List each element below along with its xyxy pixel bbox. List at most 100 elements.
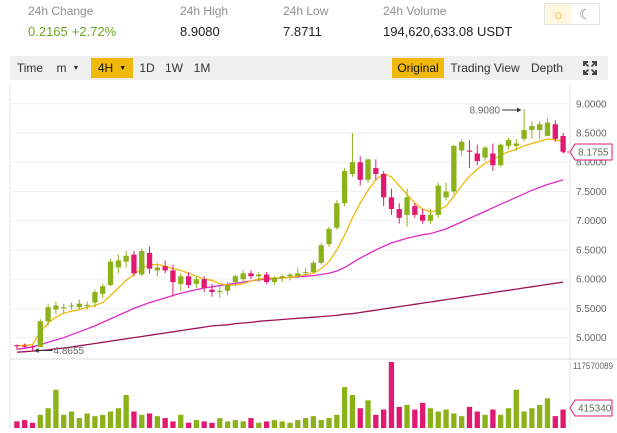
candle-body (92, 292, 98, 303)
current-volume-tag: 415340 (569, 399, 613, 417)
candle (162, 260, 168, 274)
candle-body (334, 203, 340, 228)
interval-1m-button[interactable]: 1M (193, 61, 211, 75)
candle (107, 258, 114, 287)
candle (92, 289, 98, 308)
volume-bar (435, 411, 441, 428)
price-tick-label: 8.5000 (576, 129, 607, 140)
stat-value: 0.2165 +2.72% (28, 24, 120, 39)
volume-bar (349, 395, 356, 428)
candle-body (115, 260, 121, 268)
volume-bar (263, 421, 270, 428)
volume-bar (271, 420, 278, 428)
high-marker-label: 8.9080 (469, 106, 500, 117)
price-tick-label: 7.5000 (576, 187, 607, 198)
fullscreen-icon[interactable] (578, 58, 602, 78)
volume-bar (544, 398, 551, 428)
current-price-label: 8.1755 (578, 147, 609, 158)
minute-dropdown[interactable]: m ▼ (50, 58, 86, 78)
candle (224, 282, 231, 296)
candle (256, 272, 262, 283)
candle-body (154, 267, 161, 271)
interval-dropdown[interactable]: 4H ▼ (91, 58, 133, 78)
candle-body (29, 346, 36, 348)
candle-body (349, 162, 356, 174)
view-original-tab[interactable]: Original (392, 58, 444, 78)
candle-body (68, 305, 75, 307)
candle (115, 254, 121, 274)
volume-bar (529, 408, 535, 428)
volume-bar (76, 418, 82, 428)
volume-bar (131, 411, 137, 428)
stat-label: 24h Low (283, 4, 329, 18)
candle-body (256, 274, 262, 277)
candle-body (22, 345, 28, 347)
volume-bar (513, 389, 519, 428)
volume-bar (178, 414, 184, 428)
volume-bar (326, 418, 332, 428)
candle (53, 301, 59, 315)
price-chart[interactable]: 9.0000 8.5000 8.0000 7.5000 7.0000 6.5000 6.00… (0, 84, 617, 433)
volume-bar (334, 414, 340, 428)
price-tick-label: 7.0000 (576, 216, 607, 227)
candle (170, 264, 176, 297)
volume-bar (404, 404, 410, 428)
volume-bar (154, 416, 161, 428)
candle (560, 133, 566, 154)
time-label: Time (16, 61, 44, 75)
candle-body (224, 285, 231, 291)
candle (435, 182, 441, 218)
volume-bar (498, 414, 504, 428)
candle-body (357, 162, 363, 180)
candle (404, 188, 410, 227)
volume-bar (29, 422, 36, 428)
interval-1d-button[interactable]: 1D (139, 61, 155, 75)
candle (318, 242, 324, 265)
candle (154, 262, 161, 277)
interval-label: 4H (97, 61, 114, 75)
volume-bar (107, 411, 114, 428)
candle (45, 303, 51, 326)
volume-bars (14, 362, 566, 428)
candle (193, 276, 200, 288)
candle-body (107, 261, 114, 286)
stat-24h-low: 24h Low 7.8711 (283, 4, 328, 39)
sun-icon[interactable]: ☼ (545, 4, 572, 24)
volume-bar (341, 387, 348, 428)
volume-bar (170, 421, 176, 428)
candle (365, 159, 371, 183)
current-volume-label: 415340 (578, 404, 612, 415)
candlesticks (14, 109, 566, 351)
volume-bar (388, 362, 395, 428)
candle (178, 273, 184, 291)
view-depth-tab[interactable]: Depth (530, 61, 564, 75)
candle-body (100, 286, 106, 294)
candle (388, 188, 395, 215)
low-marker-label: 4.8655 (54, 346, 85, 357)
candle (537, 121, 543, 139)
volume-bar (146, 413, 153, 428)
moving-averages (16, 138, 564, 353)
candle-body (451, 145, 457, 192)
time-button[interactable]: Time (13, 58, 47, 78)
candle (552, 120, 558, 142)
candle (334, 200, 340, 230)
candle (451, 144, 457, 195)
candle (341, 168, 348, 207)
view-tradingview-tab[interactable]: Trading View (450, 61, 520, 75)
candle (217, 286, 223, 298)
volume-bar (232, 420, 239, 428)
volume-bar (490, 409, 496, 428)
volume-bar (474, 411, 480, 428)
volume-bar (505, 408, 512, 428)
volume-bar (201, 421, 207, 428)
moon-icon[interactable]: ☾ (579, 5, 592, 22)
volume-bar (53, 389, 59, 428)
candle (295, 267, 301, 278)
theme-toggle[interactable]: ☼ ☾ (544, 3, 600, 25)
candle (61, 303, 67, 314)
interval-1w-button[interactable]: 1W (165, 61, 183, 75)
volume-bar (162, 418, 168, 428)
candle-body (552, 124, 558, 139)
candle-body (84, 304, 90, 306)
